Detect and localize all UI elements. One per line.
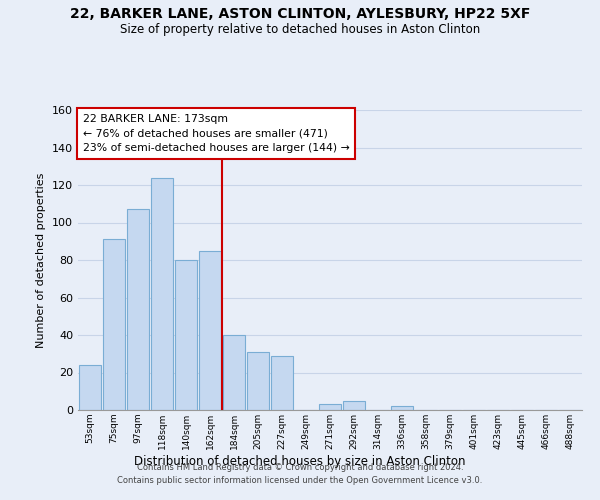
Text: Contains HM Land Registry data © Crown copyright and database right 2024.
Contai: Contains HM Land Registry data © Crown c… (118, 463, 482, 485)
Bar (223, 335, 245, 410)
Text: Distribution of detached houses by size in Aston Clinton: Distribution of detached houses by size … (134, 455, 466, 468)
Bar (247, 352, 269, 410)
Text: 22 BARKER LANE: 173sqm
← 76% of detached houses are smaller (471)
23% of semi-de: 22 BARKER LANE: 173sqm ← 76% of detached… (83, 114, 350, 154)
Text: 22, BARKER LANE, ASTON CLINTON, AYLESBURY, HP22 5XF: 22, BARKER LANE, ASTON CLINTON, AYLESBUR… (70, 8, 530, 22)
Text: Size of property relative to detached houses in Aston Clinton: Size of property relative to detached ho… (120, 22, 480, 36)
Bar (391, 406, 413, 410)
Bar (271, 356, 293, 410)
Bar (79, 365, 101, 410)
Bar (103, 240, 125, 410)
Bar (127, 210, 149, 410)
Bar (175, 260, 197, 410)
Bar (319, 404, 341, 410)
Bar (151, 178, 173, 410)
Bar (343, 400, 365, 410)
Bar (199, 250, 221, 410)
Y-axis label: Number of detached properties: Number of detached properties (37, 172, 46, 348)
